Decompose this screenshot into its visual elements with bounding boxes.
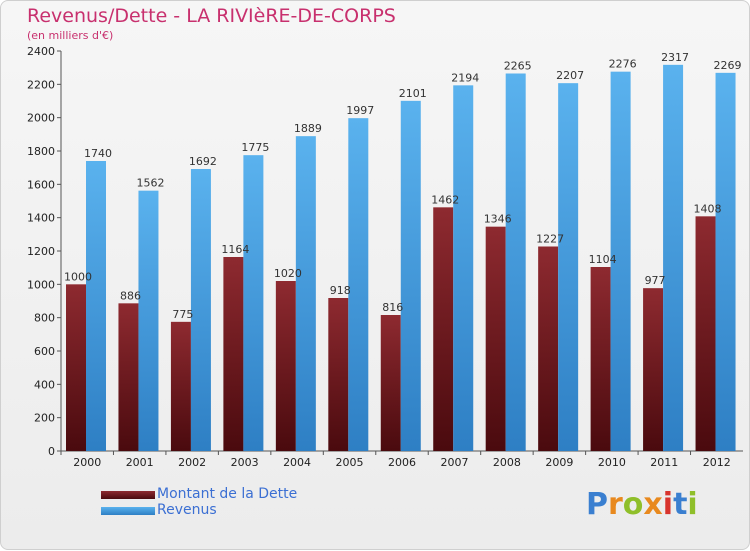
- x-tick-label: 2008: [493, 456, 521, 469]
- data-label-revenue: 1889: [294, 122, 322, 135]
- y-tick-label: 2400: [27, 45, 55, 58]
- data-label-revenue: 2207: [556, 69, 584, 82]
- data-label-debt: 886: [120, 289, 141, 302]
- y-tick-label: 400: [34, 378, 55, 391]
- bar-revenue: [348, 118, 369, 452]
- bar-revenue: [190, 169, 211, 451]
- data-label-revenue: 1692: [189, 155, 217, 168]
- bar-debt: [328, 298, 349, 451]
- data-label-debt: 1346: [484, 213, 512, 226]
- bar-revenue: [400, 100, 421, 451]
- bar-debt: [643, 288, 664, 451]
- data-label-revenue: 1562: [136, 177, 164, 190]
- data-label-debt: 1000: [64, 270, 92, 283]
- x-tick-label: 2001: [126, 456, 154, 469]
- bar-revenue: [243, 155, 264, 451]
- data-label-debt: 1020: [274, 267, 302, 280]
- data-label-debt: 775: [172, 308, 193, 321]
- bar-debt: [590, 267, 611, 451]
- data-label-debt: 1227: [536, 233, 564, 246]
- data-label-debt: 918: [330, 284, 351, 297]
- bar-revenue: [453, 85, 474, 451]
- logo-letter: r: [608, 487, 623, 522]
- bar-revenue: [138, 190, 159, 451]
- data-label-revenue: 1775: [241, 141, 269, 154]
- x-tick-label: 2009: [545, 456, 573, 469]
- bar-debt: [223, 257, 244, 451]
- x-tick-label: 2012: [703, 456, 731, 469]
- bar-debt: [538, 246, 559, 451]
- data-label-debt: 1408: [694, 202, 722, 215]
- x-tick-label: 2000: [73, 456, 101, 469]
- chart-subtitle: (en milliers d'€): [27, 29, 114, 42]
- legend-label-revenue: Revenus: [157, 502, 217, 518]
- data-label-revenue: 2265: [504, 60, 532, 73]
- bar-debt: [485, 226, 506, 451]
- y-tick-label: 800: [34, 312, 55, 325]
- y-tick-label: 1400: [27, 212, 55, 225]
- bar-revenue: [295, 136, 316, 451]
- y-tick-label: 0: [48, 445, 55, 458]
- bar-debt: [170, 321, 191, 451]
- data-label-debt: 1104: [589, 253, 617, 266]
- bar-revenue: [558, 83, 579, 452]
- y-tick-label: 2200: [27, 78, 55, 91]
- legend-swatch-revenue: [101, 507, 155, 515]
- y-tick-label: 600: [34, 345, 55, 358]
- data-label-debt: 1462: [431, 193, 459, 206]
- bar-revenue: [505, 73, 526, 451]
- bar-debt: [695, 216, 716, 451]
- x-tick-label: 2005: [336, 456, 364, 469]
- y-tick-label: 1600: [27, 178, 55, 191]
- bar-debt: [380, 315, 401, 451]
- data-label-revenue: 2194: [451, 71, 479, 84]
- data-label-revenue: 1997: [346, 104, 374, 117]
- y-tick-label: 200: [34, 412, 55, 425]
- data-label-revenue: 2269: [714, 59, 742, 72]
- x-tick-label: 2011: [650, 456, 678, 469]
- logo-letter: P: [586, 487, 608, 522]
- bar-debt: [118, 303, 139, 451]
- logo-letter: i: [662, 487, 674, 522]
- x-tick-label: 2010: [598, 456, 626, 469]
- legend-swatch-debt: [101, 491, 155, 499]
- y-tick-label: 1200: [27, 245, 55, 258]
- bar-revenue: [663, 64, 684, 452]
- data-label-revenue: 2101: [399, 87, 427, 100]
- bar-debt: [66, 284, 86, 451]
- data-label-debt: 977: [645, 274, 666, 287]
- chart-title: Revenus/Dette - LA RIVIèRE-DE-CORPS: [27, 5, 396, 27]
- bar-debt: [433, 207, 454, 451]
- logo-letter: i: [687, 487, 698, 522]
- y-tick-label: 1000: [27, 278, 55, 291]
- data-label-revenue: 2276: [609, 58, 637, 71]
- data-label-revenue: 2317: [661, 51, 689, 64]
- logo-letter: x: [643, 487, 663, 522]
- x-tick-label: 2004: [283, 456, 311, 469]
- bar-revenue: [715, 72, 736, 451]
- x-tick-label: 2007: [440, 456, 468, 469]
- bar-revenue: [610, 71, 631, 452]
- proxiti-logo: Proxiti: [586, 487, 698, 522]
- y-tick-label: 1800: [27, 145, 55, 158]
- x-tick-label: 2006: [388, 456, 416, 469]
- data-label-debt: 816: [382, 301, 403, 314]
- legend-label-debt: Montant de la Dette: [157, 486, 298, 502]
- x-tick-label: 2003: [231, 456, 259, 469]
- data-label-debt: 1164: [221, 243, 249, 256]
- logo-letter: o: [622, 487, 644, 522]
- bar-revenue: [86, 161, 106, 451]
- bar-debt: [275, 281, 296, 451]
- data-label-revenue: 1740: [84, 147, 112, 160]
- logo-letter: t: [673, 487, 688, 522]
- y-tick-label: 2000: [27, 112, 55, 125]
- x-tick-label: 2002: [178, 456, 206, 469]
